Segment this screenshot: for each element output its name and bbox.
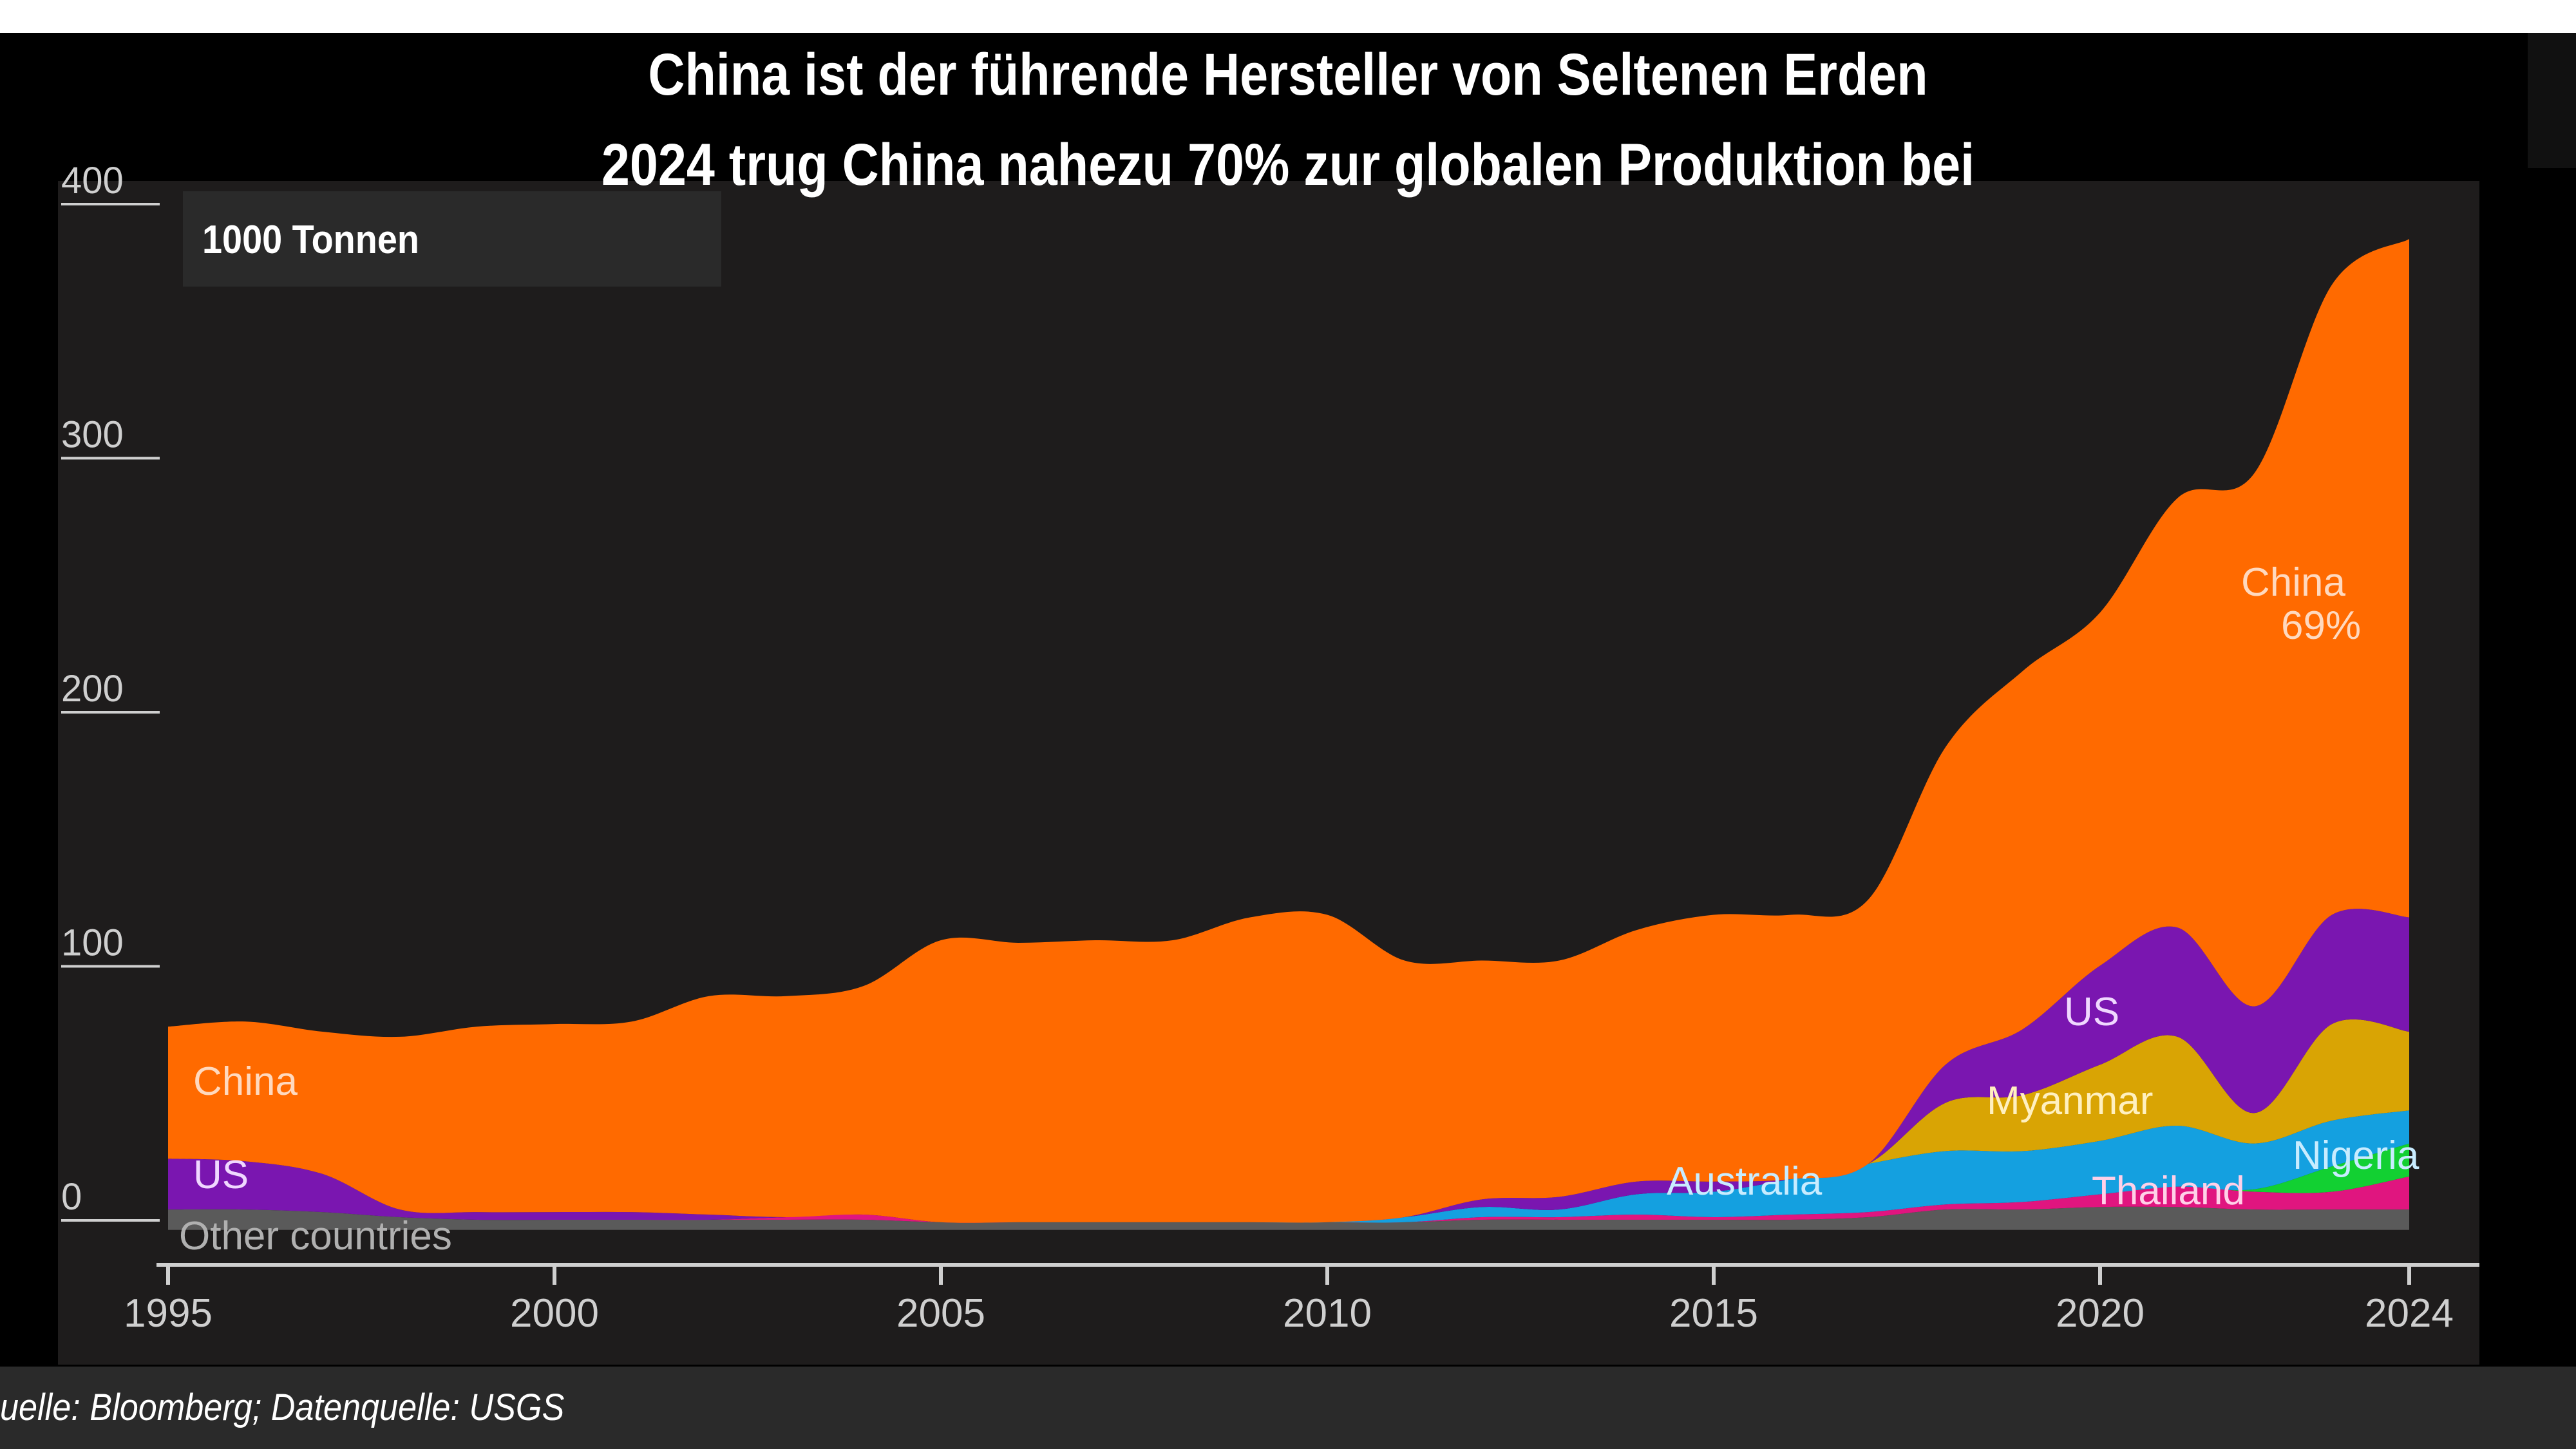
right-edge-band: [2528, 33, 2576, 168]
x-tick-label: 2010: [1283, 1291, 1372, 1336]
source-text: uelle: Bloomberg; Datenquelle: USGS: [0, 1387, 565, 1428]
label-china-right: China: [2241, 560, 2346, 605]
series-labels: China US Other countries China 69% US My…: [179, 560, 2420, 1258]
y-tick-label: 400: [61, 160, 124, 202]
y-tick-label: 300: [61, 414, 124, 456]
top-white-strip: [0, 0, 2576, 33]
x-tick-label: 2024: [2365, 1291, 2454, 1336]
chart-title-line-1: China ist der führende Hersteller von Se…: [648, 42, 1928, 108]
x-tick-label: 2000: [510, 1291, 599, 1336]
unit-label: 1000 Tonnen: [202, 218, 419, 262]
label-us-right: US: [2064, 990, 2119, 1034]
y-tick-label: 100: [61, 922, 124, 964]
label-myanmar: Myanmar: [1987, 1079, 2153, 1123]
area-china: [168, 239, 2409, 1223]
unit-label-box: 1000 Tonnen: [183, 191, 721, 287]
label-other-countries: Other countries: [179, 1214, 452, 1258]
area-us: [168, 909, 2409, 1223]
label-australia: Australia: [1667, 1159, 1823, 1204]
area-other-countries: [168, 1206, 2409, 1230]
x-tick-label: 2020: [2056, 1291, 2145, 1336]
area-series-group: [168, 239, 2409, 1230]
axes-group: 0 100 200 300 400 1995 2000 2005 2010 2015 2020 202…: [61, 160, 2479, 1336]
area-myanmar: [168, 1019, 2409, 1223]
label-thailand: Thailand: [2092, 1169, 2245, 1213]
label-china-left: China: [193, 1059, 298, 1104]
area-australia: [168, 1110, 2409, 1223]
y-tick-label: 0: [61, 1176, 82, 1218]
source-footer: uelle: Bloomberg; Datenquelle: USGS: [0, 1367, 2576, 1449]
label-china-share: 69%: [2281, 603, 2361, 648]
y-tick-label: 200: [61, 668, 124, 710]
label-nigeria: Nigeria: [2293, 1133, 2420, 1178]
chart-title-line-2: 2024 trug China nahezu 70% zur globalen …: [601, 132, 1975, 198]
label-us-left: US: [193, 1153, 249, 1197]
x-tick-label: 1995: [124, 1291, 213, 1336]
x-tick-label: 2015: [1669, 1291, 1758, 1336]
x-tick-label: 2005: [896, 1291, 985, 1336]
